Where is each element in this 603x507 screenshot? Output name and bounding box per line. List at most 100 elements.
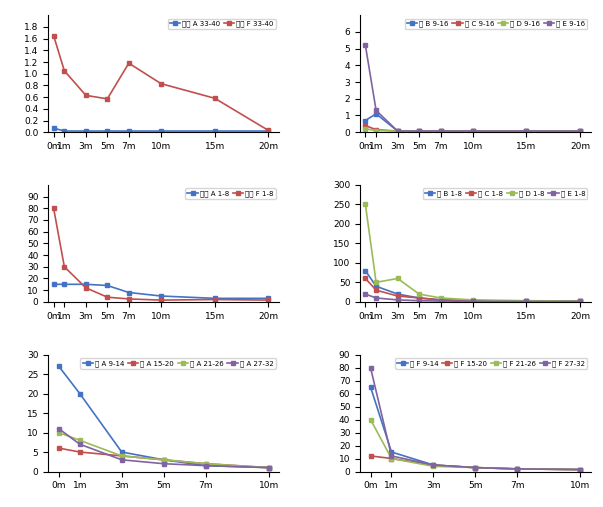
Line: 동 B 9-16: 동 B 9-16 bbox=[363, 112, 582, 133]
남 A 21-26 bbox=[202, 461, 209, 467]
동 C 9-16 bbox=[437, 128, 444, 134]
북동 F 33-40 bbox=[265, 127, 272, 133]
Line: 서 D 1-8: 서 D 1-8 bbox=[363, 202, 582, 304]
북동 F 33-40 bbox=[82, 92, 89, 98]
서 E 1-8 bbox=[523, 299, 530, 305]
Line: 북 F 9-14: 북 F 9-14 bbox=[368, 385, 583, 472]
북 F 9-14 bbox=[388, 449, 395, 455]
서 D 1-8 bbox=[523, 298, 530, 304]
북서 F 1-8 bbox=[104, 294, 111, 300]
Line: 북서 F 1-8: 북서 F 1-8 bbox=[51, 206, 271, 303]
남 A 21-26 bbox=[160, 457, 167, 463]
서 B 1-8 bbox=[469, 298, 476, 304]
동 E 9-16 bbox=[362, 42, 369, 48]
북서 F 1-8 bbox=[157, 297, 165, 303]
서 E 1-8 bbox=[394, 297, 401, 303]
서 C 1-8 bbox=[394, 293, 401, 299]
Line: 서 C 1-8: 서 C 1-8 bbox=[363, 276, 582, 304]
동 B 9-16 bbox=[362, 118, 369, 124]
동 C 9-16 bbox=[415, 128, 423, 134]
남동 A 33-40 bbox=[125, 128, 133, 134]
동 D 9-16 bbox=[394, 128, 401, 134]
Line: 북동 F 33-40: 북동 F 33-40 bbox=[51, 33, 271, 133]
서 C 1-8 bbox=[437, 297, 444, 303]
남 A 15-20 bbox=[265, 464, 273, 470]
북서 F 1-8 bbox=[125, 296, 133, 302]
북서 F 1-8 bbox=[50, 205, 57, 211]
서 C 1-8 bbox=[523, 298, 530, 304]
남 A 21-26 bbox=[265, 464, 273, 470]
서 D 1-8 bbox=[469, 297, 476, 303]
남동 A 33-40 bbox=[104, 128, 111, 134]
북동 F 33-40 bbox=[211, 95, 218, 101]
동 B 9-16 bbox=[437, 128, 444, 134]
북 F 15-20 bbox=[577, 466, 584, 473]
남 A 15-20 bbox=[55, 445, 62, 451]
동 D 9-16 bbox=[362, 126, 369, 132]
동 B 9-16 bbox=[394, 128, 401, 134]
서 D 1-8 bbox=[373, 279, 380, 285]
북 F 21-26 bbox=[472, 464, 479, 470]
Line: 서 B 1-8: 서 B 1-8 bbox=[363, 268, 582, 304]
서 C 1-8 bbox=[576, 298, 584, 304]
남서 A 1-8 bbox=[82, 281, 89, 287]
동 E 9-16 bbox=[373, 107, 380, 114]
남서 A 1-8 bbox=[50, 281, 57, 287]
남동 A 33-40 bbox=[211, 128, 218, 134]
북서 F 1-8 bbox=[265, 297, 272, 303]
남 A 27-32 bbox=[160, 461, 167, 467]
Line: 서 E 1-8: 서 E 1-8 bbox=[363, 292, 582, 304]
북 F 15-20 bbox=[472, 464, 479, 470]
Legend: 북 F 9-14, 북 F 15-20, 북 F 21-26, 북 F 27-32: 북 F 9-14, 북 F 15-20, 북 F 21-26, 북 F 27-3… bbox=[395, 358, 587, 369]
서 D 1-8 bbox=[415, 291, 423, 297]
남동 A 33-40 bbox=[50, 125, 57, 131]
남 A 15-20 bbox=[76, 449, 83, 455]
남 A 21-26 bbox=[55, 429, 62, 436]
북동 F 33-40 bbox=[125, 60, 133, 66]
북 F 21-26 bbox=[577, 466, 584, 473]
남동 A 33-40 bbox=[265, 128, 272, 134]
서 B 1-8 bbox=[523, 298, 530, 304]
Line: 남 A 15-20: 남 A 15-20 bbox=[56, 446, 271, 470]
북 F 21-26 bbox=[367, 416, 374, 422]
북 F 9-14 bbox=[367, 384, 374, 390]
Line: 북 F 27-32: 북 F 27-32 bbox=[368, 365, 583, 472]
서 C 1-8 bbox=[373, 287, 380, 293]
남서 A 1-8 bbox=[61, 281, 68, 287]
북 F 27-32 bbox=[472, 464, 479, 470]
Line: 남동 A 33-40: 남동 A 33-40 bbox=[51, 126, 271, 133]
남 A 27-32 bbox=[55, 425, 62, 431]
남 A 15-20 bbox=[160, 457, 167, 463]
Legend: 동 B 9-16, 동 C 9-16, 동 D 9-16, 동 E 9-16: 동 B 9-16, 동 C 9-16, 동 D 9-16, 동 E 9-16 bbox=[405, 19, 587, 29]
동 C 9-16 bbox=[469, 128, 476, 134]
동 C 9-16 bbox=[373, 127, 380, 133]
남 A 9-14 bbox=[160, 457, 167, 463]
북 F 9-14 bbox=[472, 464, 479, 470]
북 F 27-32 bbox=[430, 462, 437, 468]
북동 F 33-40 bbox=[104, 96, 111, 102]
북 F 15-20 bbox=[367, 453, 374, 459]
남 A 9-14 bbox=[202, 462, 209, 468]
동 C 9-16 bbox=[362, 123, 369, 129]
남 A 27-32 bbox=[265, 464, 273, 470]
남 A 27-32 bbox=[76, 441, 83, 447]
남동 A 33-40 bbox=[82, 128, 89, 134]
북 F 27-32 bbox=[367, 365, 374, 371]
남 A 9-14 bbox=[76, 390, 83, 396]
서 D 1-8 bbox=[394, 275, 401, 281]
Line: 동 E 9-16: 동 E 9-16 bbox=[363, 43, 582, 133]
서 C 1-8 bbox=[415, 295, 423, 301]
서 D 1-8 bbox=[437, 295, 444, 301]
북서 F 1-8 bbox=[211, 297, 218, 303]
북 F 21-26 bbox=[514, 466, 521, 472]
남동 A 33-40 bbox=[157, 128, 165, 134]
동 C 9-16 bbox=[523, 128, 530, 134]
북 F 27-32 bbox=[514, 466, 521, 472]
남 A 27-32 bbox=[118, 457, 125, 463]
남 A 21-26 bbox=[118, 453, 125, 459]
Legend: 남동 A 33-40, 북동 F 33-40: 남동 A 33-40, 북동 F 33-40 bbox=[168, 19, 276, 29]
Legend: 서 B 1-8, 서 C 1-8, 서 D 1-8, 서 E 1-8: 서 B 1-8, 서 C 1-8, 서 D 1-8, 서 E 1-8 bbox=[423, 188, 587, 199]
남서 A 1-8 bbox=[157, 293, 165, 299]
Line: 남 A 27-32: 남 A 27-32 bbox=[56, 426, 271, 470]
동 D 9-16 bbox=[576, 128, 584, 134]
